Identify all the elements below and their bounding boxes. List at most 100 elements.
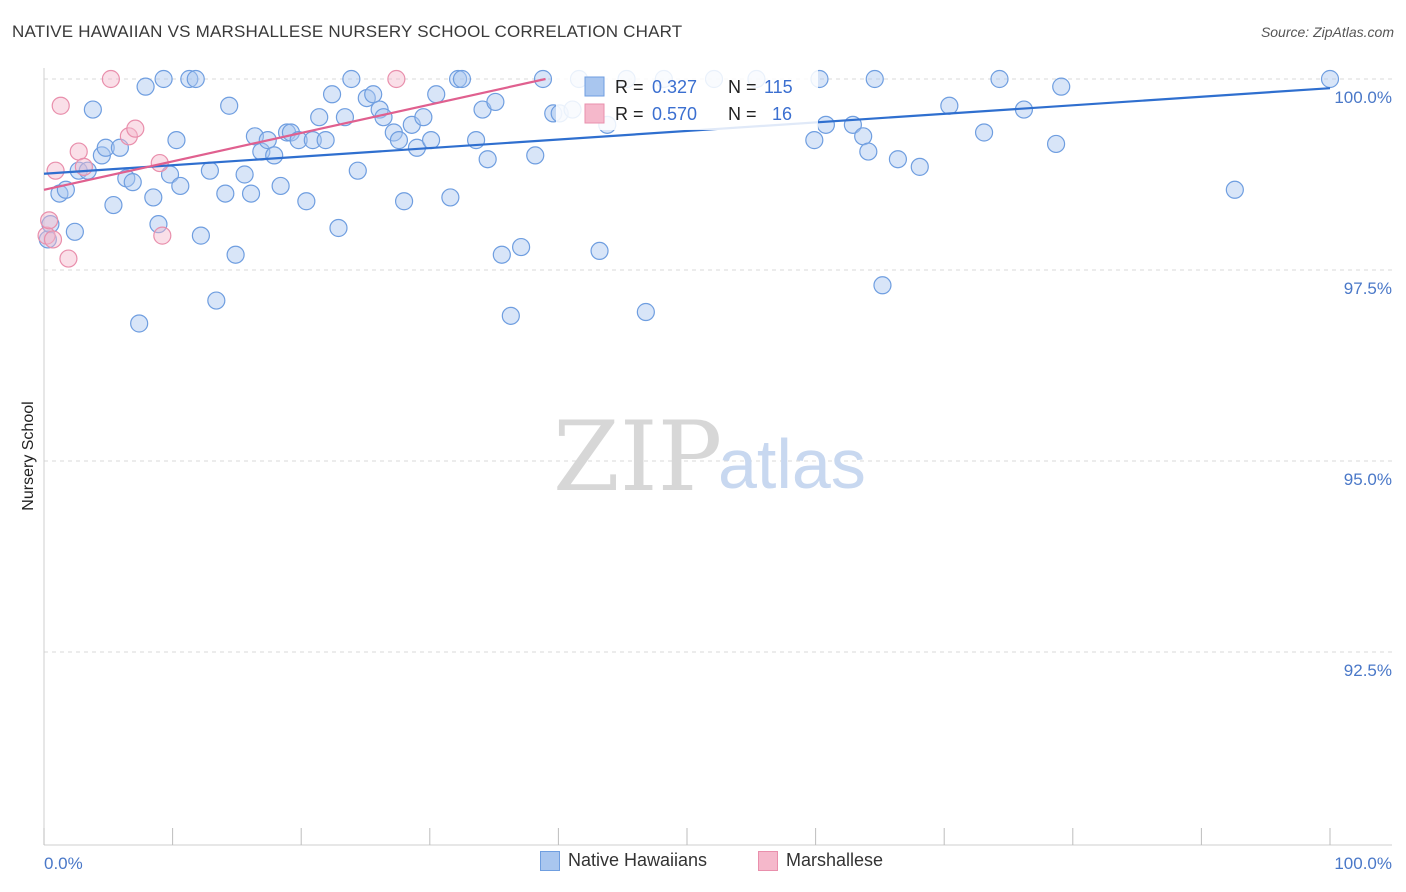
watermark: ZIP atlas xyxy=(553,401,866,513)
legend-swatch-native-hawaiians xyxy=(540,850,560,871)
native-hawaiian-point xyxy=(478,150,497,169)
native-hawaiian-point xyxy=(65,222,84,241)
y-tick-label: 97.5% xyxy=(1344,279,1392,298)
native-hawaiian-point xyxy=(501,306,520,325)
native-hawaiian-point xyxy=(342,69,361,89)
native-hawaiian-point xyxy=(492,245,511,264)
native-hawaiian-point xyxy=(310,108,329,127)
marshallese-point xyxy=(46,161,65,180)
native-hawaiian-point xyxy=(289,131,308,150)
legend-swatch-marshallese xyxy=(758,850,778,871)
native-hawaiian-point xyxy=(421,131,441,150)
marshallese-point xyxy=(43,230,63,249)
native-hawaiian-point xyxy=(271,176,290,196)
legend-r-value-2: 0.570 xyxy=(652,104,697,124)
native-hawaiian-point xyxy=(590,241,609,260)
native-hawaiian-point xyxy=(104,195,123,215)
y-axis-tick-labels: 100.0% 97.5% 95.0% 92.5% xyxy=(1334,88,1392,680)
legend-r-label-2: R = xyxy=(615,104,644,124)
marshallese-point xyxy=(101,69,120,89)
legend-item-native-hawaiians: Native Hawaiians xyxy=(540,850,707,871)
legend-r-label-1: R = xyxy=(615,77,644,97)
native-hawaiian-point xyxy=(167,131,186,150)
native-hawaiian-point xyxy=(186,69,205,89)
native-hawaiian-point xyxy=(512,237,531,257)
marshallese-point xyxy=(126,119,145,138)
x-tick-label-min: 0.0% xyxy=(44,854,83,873)
native-hawaiian-point xyxy=(200,161,219,180)
marshallese-point xyxy=(74,157,93,176)
legend-swatch-pink xyxy=(584,103,605,124)
grid-lines xyxy=(44,78,1392,653)
marshallese-point xyxy=(387,69,406,89)
trend-lines xyxy=(43,77,1331,191)
native-hawaiian-point xyxy=(888,150,908,169)
native-hawaiian-point xyxy=(441,188,460,207)
native-hawaiian-point xyxy=(974,123,994,142)
native-hawaiian-point xyxy=(910,157,929,176)
native-hawaiian-point xyxy=(154,69,173,89)
legend-n-label-1: N = xyxy=(728,77,757,97)
native-hawaiian-point xyxy=(241,184,261,203)
marshallese-point xyxy=(51,96,70,115)
native-hawaiian-point xyxy=(486,92,505,112)
native-hawaiian-point xyxy=(329,218,348,238)
legend-n-label-2: N = xyxy=(728,104,757,124)
source-note: Source: ZipAtlas.com xyxy=(1260,24,1394,40)
native-hawaiian-point xyxy=(171,176,190,196)
native-hawaiian-point xyxy=(180,69,199,89)
native-hawaiian-point xyxy=(1225,180,1244,199)
legend-label-marshallese: Marshallese xyxy=(786,850,884,870)
native-hawaiian-point xyxy=(297,192,316,211)
native-hawaiian-point xyxy=(1046,134,1066,154)
marshallese-trend-line xyxy=(43,77,546,191)
marshallese-point xyxy=(40,211,59,230)
legend-n-value-2: 16 xyxy=(772,104,792,124)
x-axis-ticks xyxy=(43,828,1331,845)
native-hawaiian-point xyxy=(226,245,245,264)
native-hawaiian-point xyxy=(130,314,149,333)
native-hawaiian-point xyxy=(414,108,433,127)
native-hawaiian-point xyxy=(805,131,824,150)
native-hawaiian-point xyxy=(394,192,414,211)
y-tick-label: 92.5% xyxy=(1344,661,1392,680)
native-hawaiian-point xyxy=(136,77,155,96)
legend-n-value-1: 115 xyxy=(764,77,793,97)
marshallese-point xyxy=(119,127,138,146)
native-hawaiian-point xyxy=(149,215,168,234)
watermark-zip: ZIP xyxy=(553,401,722,513)
marshallese-point xyxy=(59,249,78,268)
marshallese-point xyxy=(69,142,88,161)
native-hawaiian-point xyxy=(265,146,284,165)
native-hawaiian-point xyxy=(990,69,1009,89)
native-hawaiian-point xyxy=(1320,69,1340,89)
native-hawaiian-point xyxy=(303,131,322,150)
native-hawaiian-point xyxy=(191,226,210,245)
native-hawaiian-point xyxy=(865,69,884,89)
legend-item-marshallese: Marshallese xyxy=(758,850,883,871)
native-hawaiian-point xyxy=(220,96,239,115)
native-hawaiian-point xyxy=(216,184,235,203)
native-hawaiian-point xyxy=(636,302,655,322)
y-tick-label: 95.0% xyxy=(1344,470,1392,489)
native-hawaiian-point xyxy=(1052,77,1071,96)
native-hawaiian-point xyxy=(235,165,254,184)
series-marshallese xyxy=(37,69,406,268)
native-hawaiian-point xyxy=(427,85,446,104)
native-hawaiian-point xyxy=(123,173,142,192)
native-hawaiians-trend-line xyxy=(43,87,1331,175)
legend-r-value-1: 0.327 xyxy=(652,77,697,97)
y-axis-title: Nursery School xyxy=(20,401,37,510)
native-hawaiian-point xyxy=(96,138,115,157)
series-native-hawaiians xyxy=(38,69,1340,333)
native-hawaiian-point xyxy=(854,127,873,146)
native-hawaiian-point xyxy=(322,85,342,104)
native-hawaiian-point xyxy=(859,142,878,161)
native-hawaiian-point xyxy=(873,276,892,295)
x-tick-label-max: 100.0% xyxy=(1334,854,1392,873)
native-hawaiian-point xyxy=(816,115,835,134)
native-hawaiian-point xyxy=(389,131,409,150)
chart-title: NATIVE HAWAIIAN VS MARSHALLESE NURSERY S… xyxy=(12,22,683,41)
marshallese-point xyxy=(153,226,172,245)
